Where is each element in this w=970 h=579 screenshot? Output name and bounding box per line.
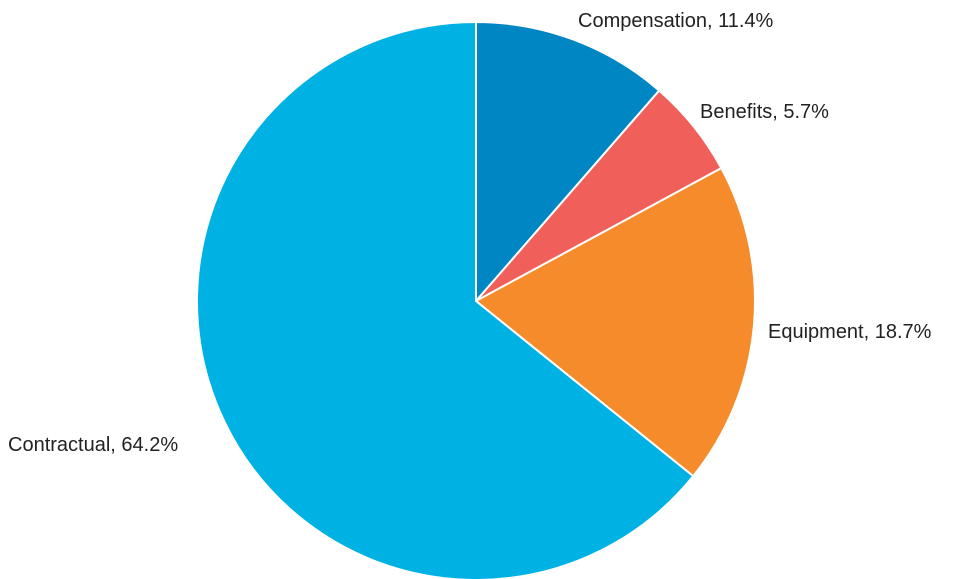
pie-slices bbox=[196, 20, 756, 579]
pie-slice-equipment bbox=[474, 166, 756, 478]
pie-labels: Compensation, 11.4% Benefits, 5.7% Equip… bbox=[8, 10, 932, 456]
pie-slice-contractual bbox=[196, 20, 695, 579]
pie-slice-compensation bbox=[475, 20, 661, 304]
slice-label-contractual: Contractual, 64.2% bbox=[8, 434, 178, 456]
slice-label-benefits: Benefits, 5.7% bbox=[700, 101, 829, 123]
slice-label-compensation: Compensation, 11.4% bbox=[578, 10, 774, 32]
slice-label-equipment: Equipment, 18.7% bbox=[768, 321, 932, 343]
